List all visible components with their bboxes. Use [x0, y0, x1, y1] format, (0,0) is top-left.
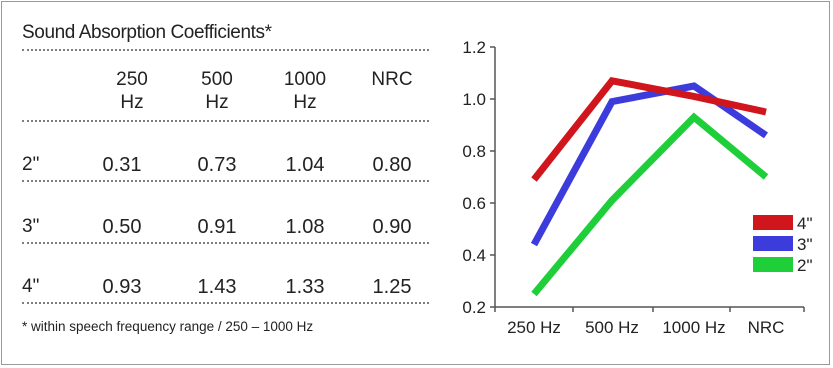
table-cell: 0.90	[372, 216, 412, 238]
column-header-line: 500	[201, 69, 233, 90]
table-cell: 1.25	[372, 276, 412, 298]
row-label-3in: 3"	[22, 216, 40, 237]
table-cell: 0.31	[102, 154, 142, 176]
table-title: Sound Absorption Coefficients*	[22, 22, 272, 43]
legend-label: 3"	[797, 235, 813, 254]
table-cell: 0.93	[102, 276, 142, 298]
divider	[22, 180, 429, 182]
column-header-line: Hz	[205, 92, 229, 113]
series-line	[531, 112, 769, 297]
column-header-250: 250 Hz	[97, 68, 167, 114]
row-label-4in: 4"	[22, 276, 40, 297]
x-tick-label: 250 Hz	[507, 318, 561, 337]
legend-swatch	[753, 236, 793, 251]
divider	[22, 242, 429, 244]
column-header-1000: 1000 Hz	[270, 68, 340, 114]
y-tick-label: 0.4	[462, 246, 486, 265]
divider	[22, 120, 429, 122]
table-cell: 1.33	[285, 276, 325, 298]
y-tick-label: 1.2	[462, 38, 486, 57]
divider	[22, 49, 429, 51]
series-line	[530, 82, 768, 247]
column-header-500: 500 Hz	[182, 68, 252, 114]
series-line	[531, 76, 767, 182]
legend-label: 4"	[797, 214, 813, 233]
column-header-line: Hz	[120, 92, 144, 113]
row-label-2in: 2"	[22, 154, 40, 175]
x-tick-label: 500 Hz	[585, 318, 639, 337]
column-header-line: NRC	[371, 69, 413, 90]
divider	[22, 302, 429, 304]
y-tick-label: 1.0	[462, 90, 486, 109]
absorption-line-chart: 0.2 0.4 0.6 0.8 1.0 1.2 250 Hz 500 Hz 1000 Hz NRC…	[462, 38, 813, 337]
x-tick-label: 1000 Hz	[662, 318, 725, 337]
legend-label: 2"	[797, 256, 813, 275]
table-cell: 0.91	[197, 216, 237, 238]
y-tick-label: 0.8	[462, 142, 486, 161]
x-tick-label: NRC	[748, 318, 785, 337]
table-cell: 0.80	[372, 154, 412, 176]
table-cell: 0.50	[102, 216, 142, 238]
table-cell: 1.08	[285, 216, 325, 238]
table-cell: 0.73	[197, 154, 237, 176]
column-header-line: Hz	[293, 92, 317, 113]
y-tick-label: 0.6	[462, 194, 486, 213]
y-tick-label: 0.2	[462, 298, 486, 317]
legend-swatch	[753, 215, 793, 230]
column-header-line: 250	[116, 69, 148, 90]
footnote: * within speech frequency range / 250 – …	[22, 319, 314, 334]
table-cell: 1.43	[197, 276, 237, 298]
column-header-line: 1000	[283, 69, 327, 90]
column-header-nrc: NRC	[357, 68, 427, 91]
table-cell: 1.04	[285, 154, 325, 176]
legend-swatch	[753, 257, 793, 272]
